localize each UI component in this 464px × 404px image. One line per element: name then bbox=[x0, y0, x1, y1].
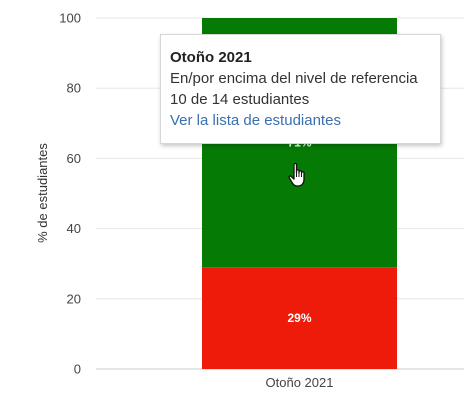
view-student-list-link[interactable]: Ver la lista de estudiantes bbox=[170, 112, 341, 129]
x-tick-label: Otoño 2021 bbox=[266, 375, 334, 390]
y-tick-label: 0 bbox=[74, 362, 81, 377]
bar-segment bbox=[202, 267, 397, 369]
hand-pointer-icon bbox=[288, 162, 305, 187]
y-tick-label: 80 bbox=[67, 81, 81, 96]
y-tick-label: 100 bbox=[59, 11, 81, 26]
tooltip-title: Otoño 2021 bbox=[170, 49, 252, 66]
bar-data-label: 29% bbox=[287, 311, 311, 325]
y-axis-title: % de estudiantes bbox=[35, 143, 50, 243]
tooltip-count-text: 10 de 14 estudiantes bbox=[170, 91, 310, 108]
y-tick-label: 40 bbox=[67, 221, 81, 236]
bar-tooltip: Otoño 2021 En/por encima del nivel de re… bbox=[160, 34, 441, 144]
tooltip-status-text: En/por encima del nivel de referencia bbox=[170, 70, 418, 87]
y-tick-label: 20 bbox=[67, 291, 81, 306]
y-tick-label: 60 bbox=[67, 151, 81, 166]
